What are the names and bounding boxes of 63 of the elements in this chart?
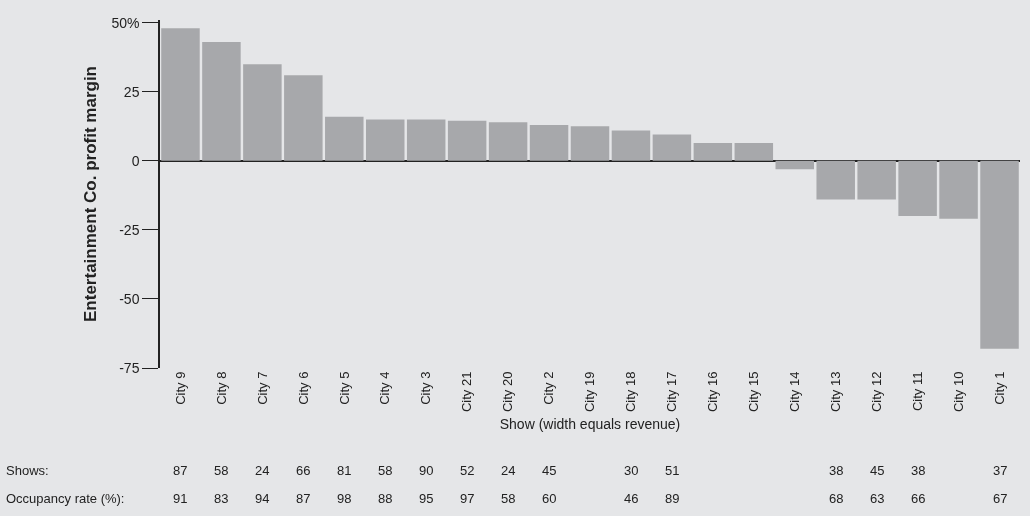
y-tick-label: 50% [111,14,140,31]
y-tick-label: 0 [131,152,140,169]
text: 87 [296,491,311,506]
y-tick-label: -25 [119,221,140,238]
x-tick-label: City 20 [500,371,516,413]
x-tick-label: City 11 [909,371,925,412]
x-tick-label: City 6 [295,371,311,405]
text: 37 [993,463,1008,478]
text: 60 [542,491,557,506]
text: 51 [665,463,680,478]
x-tick-label: City 8 [213,371,229,405]
x-tick-label: City 17 [664,371,680,413]
text: 63 [870,491,885,506]
text: 66 [296,463,311,478]
text: 90 [419,463,434,478]
x-tick-label: City 1 [991,371,1007,405]
x-tick-label: City 18 [623,371,639,413]
text: 38 [829,463,844,478]
text: 45 [542,463,557,478]
text: 58 [501,491,516,506]
text: 68 [829,491,844,506]
text: 45 [870,463,885,478]
x-tick-label: City 7 [254,371,270,405]
text: 91 [173,491,188,506]
x-axis-title: Show (width equals revenue) [499,416,681,433]
text: 94 [255,491,270,506]
text: 95 [419,491,434,506]
text: 67 [993,491,1008,506]
x-tick-label: City 2 [541,371,557,405]
x-tick-label: City 3 [418,371,434,405]
text: 88 [378,491,393,506]
text: 24 [255,463,270,478]
x-tick-label: City 21 [459,371,475,413]
text: 66 [911,491,926,506]
text: 89 [665,491,680,506]
x-tick-label: City 13 [827,371,843,413]
text: 58 [378,463,393,478]
y-tick-label: -50 [119,290,140,307]
text: 58 [214,463,229,478]
x-tick-label: City 16 [705,371,721,413]
y-tick-label: 25 [123,83,140,100]
y-tick-label: -75 [119,359,140,376]
x-tick-label: City 9 [172,371,188,405]
x-tick-label: City 15 [746,371,762,413]
text: 30 [624,463,639,478]
text: 98 [337,491,352,506]
x-tick-label: City 12 [868,371,884,413]
x-tick-label: City 4 [377,371,393,405]
text: 87 [173,463,188,478]
y-axis-title: Entertainment Co. profit margin [81,66,101,322]
x-tick-label: City 10 [950,371,966,413]
text: 97 [460,491,475,506]
x-tick-label: City 19 [582,371,598,413]
text: 83 [214,491,229,506]
text: 46 [624,491,639,506]
text: Shows: [6,463,49,478]
x-tick-label: City 14 [786,371,802,413]
text: 38 [911,463,926,478]
text: 52 [460,463,475,478]
text: 81 [337,463,352,478]
text: Occupancy rate (%): [6,491,125,506]
text: 24 [501,463,516,478]
x-tick-label: City 5 [336,371,352,405]
